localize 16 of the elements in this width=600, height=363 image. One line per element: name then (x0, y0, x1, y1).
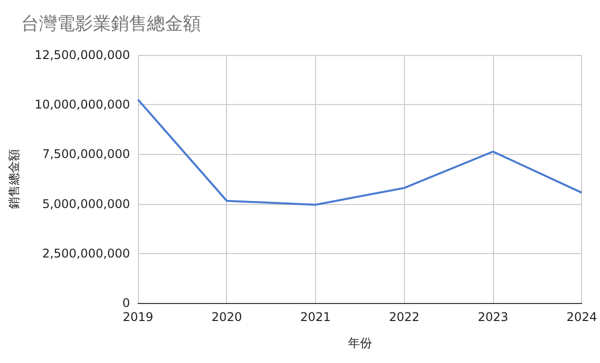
y-tick-label: 7,500,000,000 (42, 147, 130, 162)
y-tick-label: 0 (122, 296, 130, 310)
y-tick-label: 2,500,000,000 (42, 246, 130, 260)
y-tick-label: 12,500,000,000 (34, 48, 130, 62)
y-tick-label: 10,000,000,000 (34, 98, 130, 112)
x-axis-title: 年份 (348, 336, 372, 350)
line-series (137, 98, 583, 206)
x-tick-label: 2023 (478, 310, 508, 324)
y-axis-title: 銷售總金額 (7, 149, 21, 209)
x-tick-label: 2019 (122, 310, 154, 324)
x-tick-label: 2022 (388, 310, 420, 324)
x-tick-label: 2021 (300, 310, 331, 324)
x-tick-label: 2024 (566, 310, 598, 324)
x-tick-label: 2020 (211, 310, 242, 324)
y-tick-label: 5,000,000,000 (42, 196, 130, 211)
chart-title: 台灣電影業銷售總金額 (21, 14, 201, 34)
